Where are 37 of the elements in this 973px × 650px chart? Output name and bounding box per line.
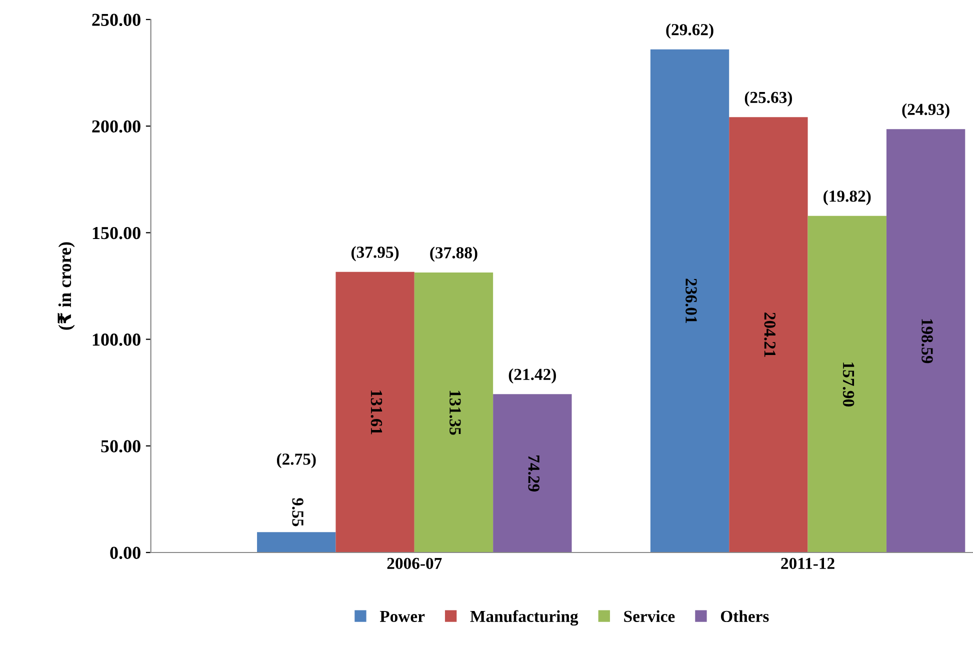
bar [650,49,730,552]
bar [257,532,336,552]
x-tick-label: 2011-12 [781,558,834,570]
legend-label: Power [380,610,425,622]
y-tick-label: 100.00 [92,334,140,346]
annotation: (29.62) [666,24,714,39]
data-label: 236.01 [686,278,697,323]
legend-label: Service [624,610,675,622]
data-label: 131.35 [449,390,461,435]
bar [493,394,572,552]
data-label: 204.21 [764,312,776,357]
y-axis-title: (₹ in crore) [58,242,75,330]
annotation: (37.88) [430,246,478,262]
bar [886,129,966,552]
bar [336,272,414,552]
y-tick-label: 50.00 [101,440,140,452]
annotation: (21.42) [508,368,556,384]
data-label: 9.55 [292,498,304,526]
x-tick-label: 2006-07 [387,558,442,570]
y-tick-label: 150.00 [92,226,140,240]
bar [729,117,808,552]
y-tick-label: 0.00 [110,546,140,560]
annotation: (37.95) [351,246,399,262]
y-tick-label: 250.00 [92,14,140,26]
bar [808,216,886,552]
legend-label: Others [720,610,769,622]
annotation: (2.75) [276,453,316,468]
annotation: (25.63) [744,91,792,106]
data-label: 157.90 [842,362,854,406]
annotation: (19.82) [824,190,871,206]
data-label: 131.61 [370,390,382,434]
data-label: 198.59 [922,319,933,364]
bar [414,272,494,552]
legend-label: Manufacturing [470,610,578,626]
annotation: (24.93) [902,103,950,118]
y-tick-label: 200.00 [92,120,140,133]
data-label: 74.29 [528,456,540,492]
